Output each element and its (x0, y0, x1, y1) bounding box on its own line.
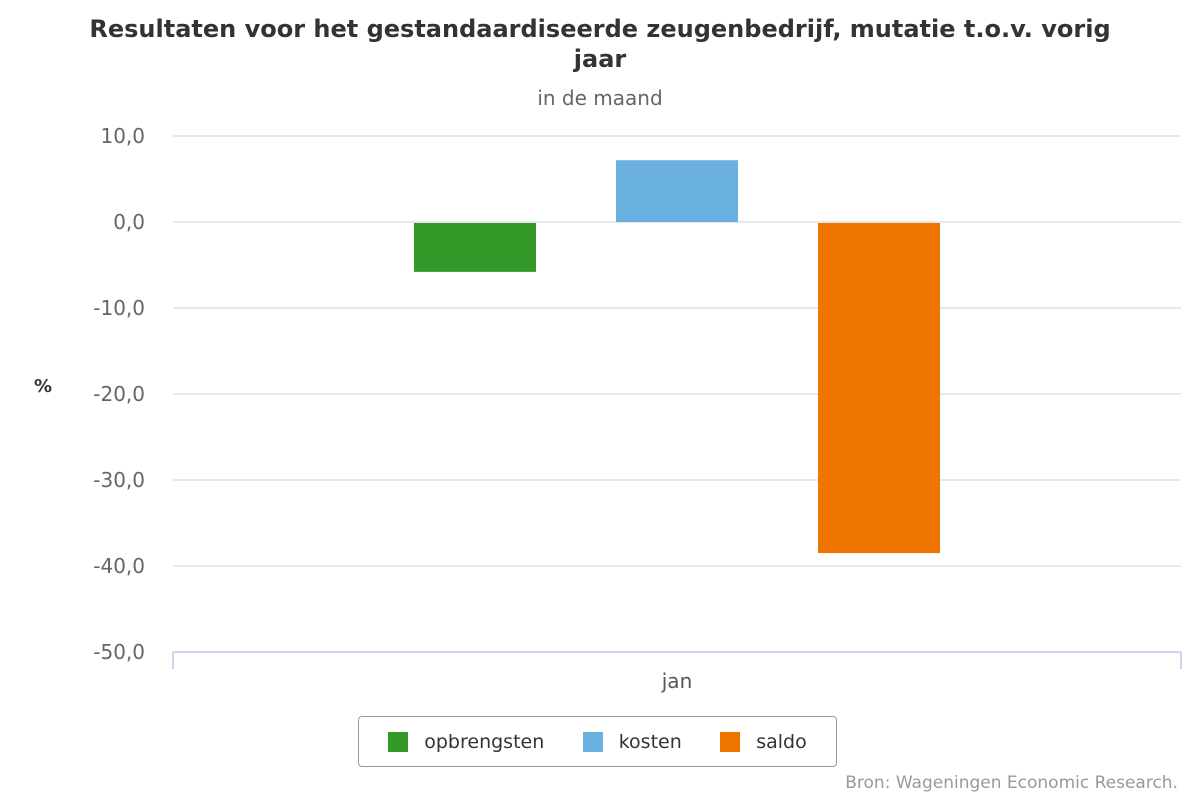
y-axis-label: % (34, 376, 52, 397)
y-tick-label: -10,0 (93, 296, 145, 320)
chart-title-line1: Resultaten voor het gestandaardiseerde z… (89, 15, 1111, 43)
chart-title-line2: jaar (573, 45, 627, 73)
source-credit: Bron: Wageningen Economic Research. (845, 773, 1178, 793)
legend-label-saldo: saldo (756, 730, 807, 753)
gridlines (173, 135, 1181, 567)
legend-item-kosten[interactable]: kosten (582, 730, 682, 753)
y-axis-ticks: 10,0 0,0 -10,0 -20,0 -30,0 -40,0 -50,0 (93, 124, 145, 664)
legend-swatch-opbrengsten (388, 731, 409, 752)
bar-opbrengsten[interactable] (414, 223, 536, 272)
y-tick-label: -30,0 (93, 468, 145, 492)
bars (414, 160, 940, 554)
bar-kosten[interactable] (616, 160, 738, 222)
legend-label-kosten: kosten (618, 730, 682, 753)
y-tick-label: -50,0 (93, 640, 145, 664)
legend: opbrengsten kosten saldo (358, 716, 837, 767)
chart-subtitle: in de maand (537, 86, 663, 110)
legend-swatch-kosten (582, 731, 603, 752)
legend-item-saldo[interactable]: saldo (720, 731, 807, 753)
x-category-label: jan (661, 669, 693, 693)
legend-label-opbrengsten: opbrengsten (424, 730, 545, 753)
chart-title: Resultaten voor het gestandaardiseerde z… (0, 14, 1200, 74)
y-tick-label: -40,0 (93, 554, 145, 578)
x-axis: jan (172, 651, 1182, 693)
y-tick-label: -20,0 (93, 382, 145, 406)
y-tick-label: 10,0 (100, 124, 145, 148)
legend-swatch-saldo (720, 731, 741, 752)
legend-item-opbrengsten[interactable]: opbrengsten (388, 731, 544, 753)
y-tick-label: 0,0 (113, 210, 145, 234)
bar-saldo[interactable] (818, 223, 940, 554)
